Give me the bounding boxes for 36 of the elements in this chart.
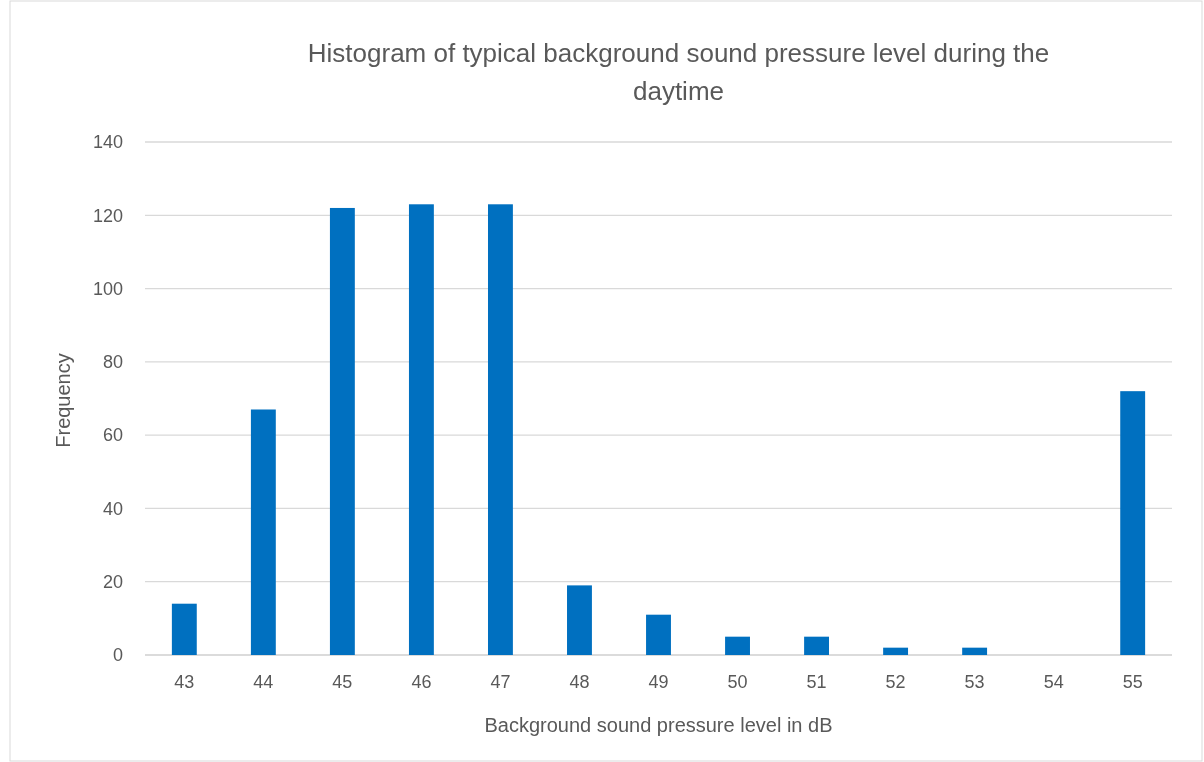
y-tick-label: 120 <box>92 205 123 226</box>
y-tick-label: 140 <box>92 132 123 153</box>
y-axis-title: Frequency <box>52 353 74 448</box>
bar <box>329 207 355 655</box>
y-tick-label: 60 <box>102 425 123 446</box>
y-tick-label: 100 <box>92 278 123 299</box>
bar <box>962 647 988 655</box>
x-tick-label: 53 <box>964 672 985 692</box>
x-tick-label: 52 <box>885 672 906 692</box>
bar <box>725 636 750 655</box>
x-tick-label: 55 <box>1122 672 1143 692</box>
x-tick-label: 48 <box>569 672 590 692</box>
y-tick-label: 40 <box>102 498 123 519</box>
chart-title: Histogram of typical background sound pressure level during the daytime <box>307 38 1050 106</box>
x-tick-label: 43 <box>174 672 195 692</box>
y-tick-label: 0 <box>112 645 123 666</box>
bar <box>250 409 276 655</box>
x-tick-label: 50 <box>727 672 748 692</box>
bar <box>804 636 830 655</box>
bar <box>408 204 434 655</box>
bar <box>487 204 513 655</box>
x-tick-label: 51 <box>806 672 827 692</box>
x-tick-label: 49 <box>648 672 669 692</box>
bar <box>1120 391 1146 655</box>
x-tick-label: 46 <box>411 672 432 692</box>
bar <box>567 585 592 655</box>
x-tick-label: 54 <box>1043 672 1064 692</box>
x-tick-label: 45 <box>332 672 353 692</box>
bar <box>171 603 197 655</box>
x-tick-label: 44 <box>253 672 274 692</box>
bar <box>646 614 671 655</box>
y-tick-label: 20 <box>102 572 123 593</box>
x-axis-title: Background sound pressure level in dB <box>484 714 833 736</box>
x-tick-label: 47 <box>490 672 511 692</box>
y-tick-label: 80 <box>102 352 123 373</box>
bar <box>883 647 909 655</box>
